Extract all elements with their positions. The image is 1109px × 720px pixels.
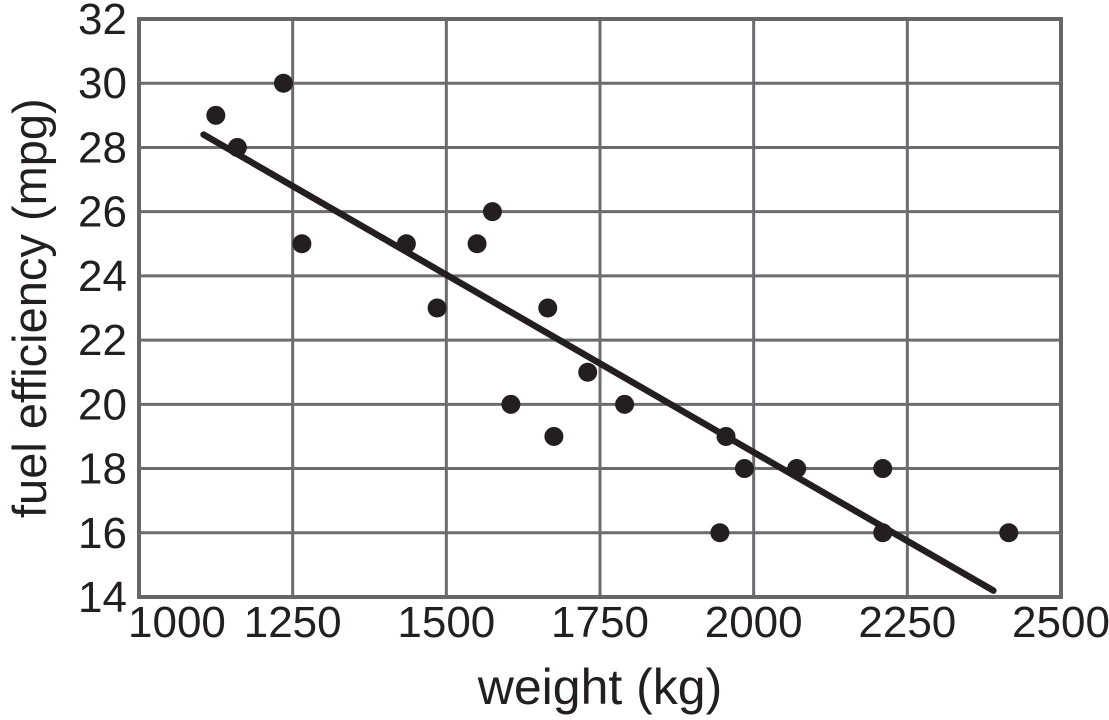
data-point	[734, 459, 754, 479]
data-point	[292, 234, 312, 254]
y-tick-label: 20	[78, 380, 127, 429]
data-point	[396, 234, 416, 254]
y-tick-label: 32	[78, 0, 127, 44]
y-axis-title: fuel efficiency (mpg)	[3, 98, 56, 518]
trend-line	[200, 131, 997, 594]
y-tick-label: 16	[78, 509, 127, 558]
x-tick-label: 2000	[705, 598, 803, 647]
y-tick-label: 18	[78, 445, 127, 494]
x-axis-tick-labels: 1000 1250 1500 1750 2000 2250 2500	[128, 598, 1109, 647]
y-tick-label: 28	[78, 123, 127, 172]
data-point	[710, 523, 730, 543]
x-tick-label: 2250	[858, 598, 956, 647]
data-point	[716, 426, 736, 446]
x-tick-label: 1750	[551, 598, 649, 647]
data-point	[544, 426, 564, 446]
y-tick-label: 22	[78, 316, 127, 365]
y-tick-label: 26	[78, 188, 127, 237]
data-point	[538, 298, 558, 318]
data-point	[615, 394, 635, 414]
y-tick-label: 30	[78, 59, 127, 108]
data-point	[482, 202, 502, 222]
data-point	[501, 394, 521, 414]
x-axis-title: weight (kg)	[477, 659, 723, 715]
y-tick-label: 24	[78, 252, 127, 301]
data-point	[227, 137, 247, 157]
data-point	[427, 298, 447, 318]
y-axis-tick-labels: 14 16 18 20 22 24 26 28 30 32	[78, 0, 127, 622]
data-point	[578, 362, 598, 382]
data-points	[206, 73, 1019, 543]
data-point	[467, 234, 487, 254]
x-tick-label: 1500	[397, 598, 495, 647]
x-tick-label: 1250	[244, 598, 342, 647]
data-point	[999, 523, 1019, 543]
data-point	[273, 73, 293, 93]
x-tick-label: 1000	[128, 598, 226, 647]
data-point	[873, 459, 893, 479]
plot-border	[137, 17, 1063, 599]
data-point	[873, 523, 893, 543]
gridlines	[137, 17, 1063, 599]
data-point	[206, 105, 226, 125]
x-tick-label: 2500	[1012, 598, 1109, 647]
data-point	[787, 459, 807, 479]
y-tick-label: 14	[78, 573, 127, 622]
